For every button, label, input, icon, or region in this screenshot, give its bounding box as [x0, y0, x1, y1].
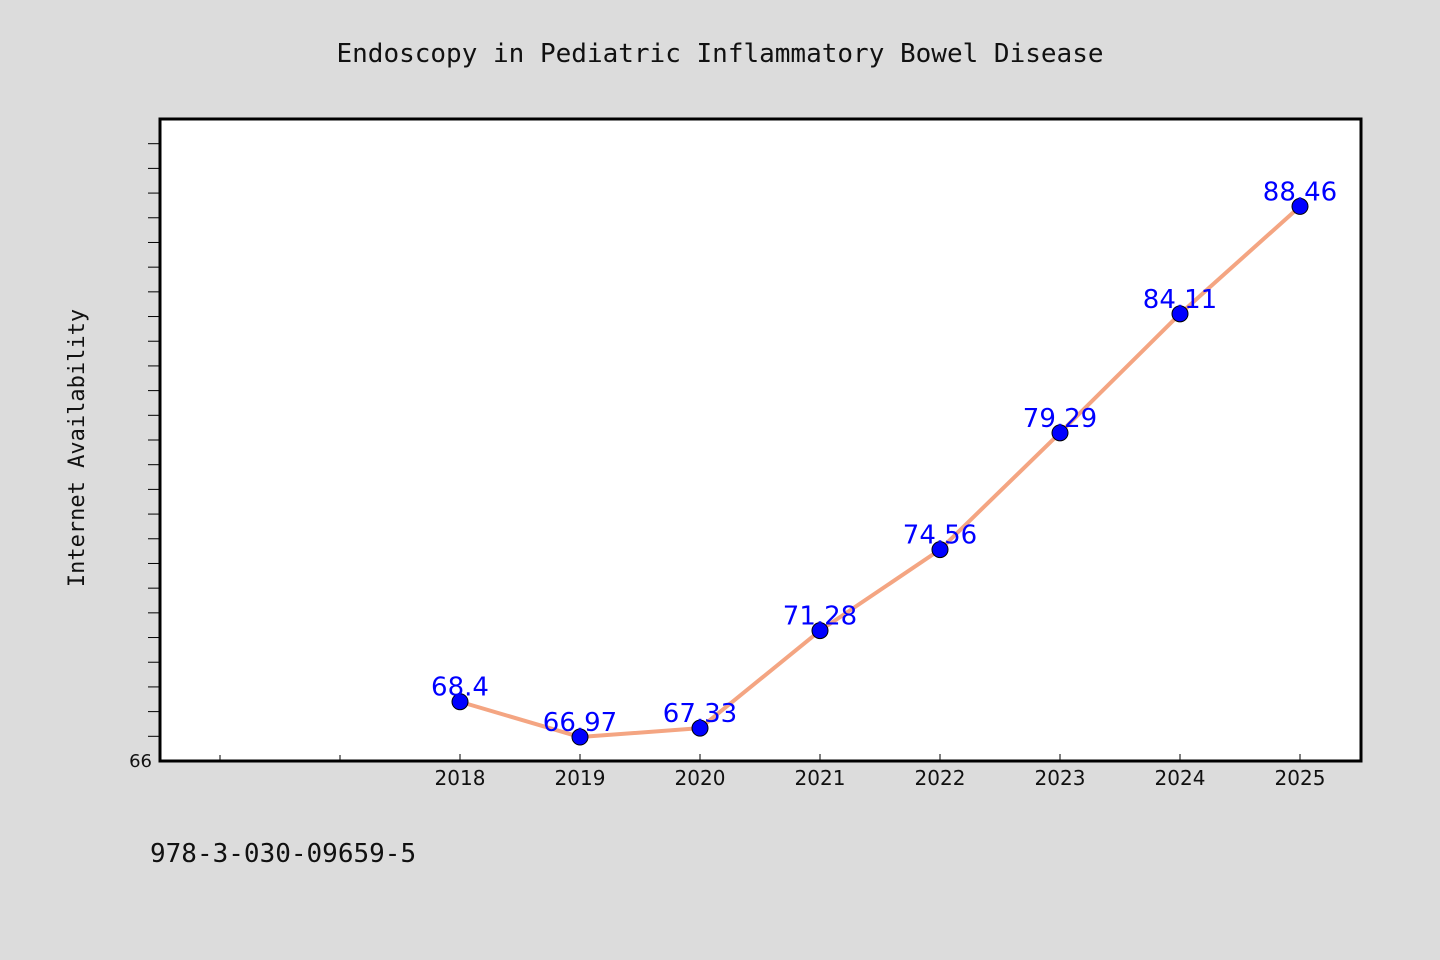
data-label: 68.4: [431, 673, 489, 703]
y-axis-label: Internet Availability: [65, 309, 90, 587]
data-label: 84.11: [1143, 285, 1217, 315]
data-point: [691, 719, 709, 737]
data-label: 74.56: [903, 521, 977, 551]
series-line: [458, 204, 1302, 740]
footer-isbn: 978-3-030-09659-5: [150, 839, 416, 869]
x-tick-label: 2023: [1035, 766, 1086, 790]
data-point: [451, 693, 469, 711]
data-label: 88.46: [1263, 177, 1337, 207]
plot-area: [160, 119, 1361, 761]
data-label: 79.29: [1023, 404, 1097, 434]
data-label: 66.97: [543, 708, 617, 738]
x-tick-label: 2024: [1155, 766, 1206, 790]
x-tick-label: 2025: [1275, 766, 1326, 790]
data-label: 67.33: [663, 699, 737, 729]
data-point: [1171, 305, 1189, 323]
data-point: [1051, 424, 1069, 442]
data-point: [811, 622, 829, 640]
axis-ticks: 66 2018 2019 2020 2021 2022 2023 2024 2025: [129, 143, 1326, 790]
series-layer: [451, 197, 1309, 746]
data-point: [1291, 197, 1309, 215]
x-tick-label: 2018: [435, 766, 486, 790]
data-labels-layer: 68.4 66.97 67.33 71.28 74.56 79.29 84.11 88.46: [431, 177, 1337, 738]
x-tick-label: 2019: [555, 766, 606, 790]
x-tick-label: 2020: [675, 766, 726, 790]
data-point: [571, 728, 589, 746]
plot-frame: [158, 117, 1363, 763]
x-tick-label: 2022: [915, 766, 966, 790]
data-label: 71.28: [783, 602, 857, 632]
data-point: [931, 541, 949, 559]
y-tick-label: 66: [129, 751, 152, 772]
x-tick-label: 2021: [795, 766, 846, 790]
chart-title: Endoscopy in Pediatric Inflammatory Bowe…: [336, 39, 1103, 69]
